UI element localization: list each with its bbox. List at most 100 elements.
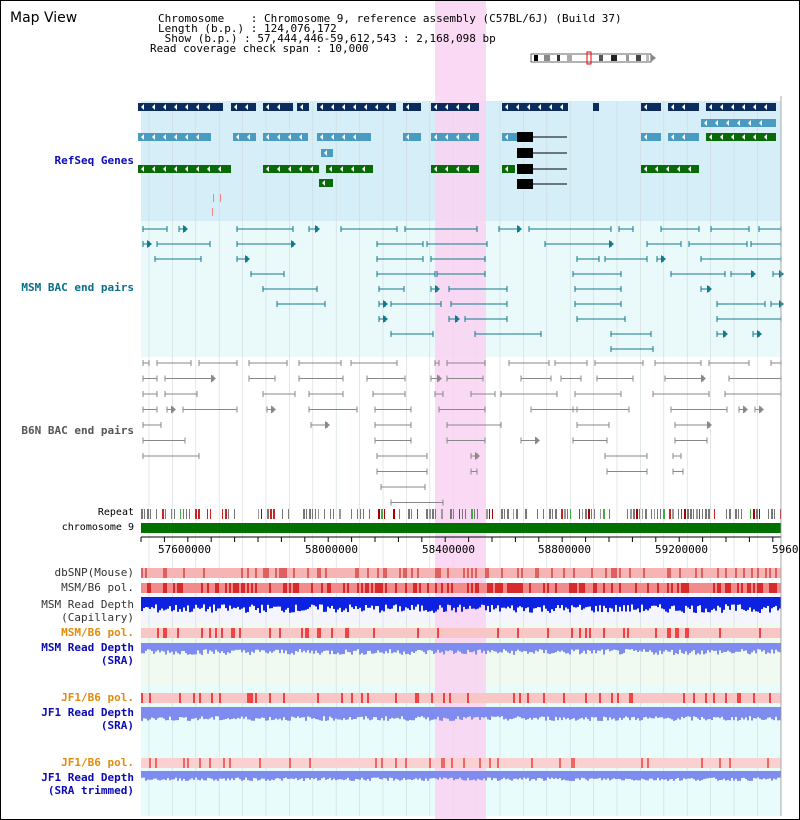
depth-bar-capillary [703, 597, 705, 613]
depth-bar-jf1-trim [631, 771, 633, 780]
gene-strand-arrow [277, 166, 280, 172]
depth-bar-jf1-trim [535, 771, 537, 781]
repeat-block [150, 509, 151, 519]
pol-hotspot [149, 583, 151, 593]
pol-hotspot [725, 693, 727, 703]
b6n-bac-label[interactable]: B6N BAC end pairs [21, 424, 134, 437]
pol-hotspot [571, 628, 573, 638]
dbsnp-label[interactable]: dbSNP(Mouse) [54, 566, 134, 579]
depth-bar-jf1-trim [487, 771, 489, 778]
depth-bar-capillary [683, 597, 685, 613]
gene-strand-arrow [288, 166, 291, 172]
pol-hotspot [619, 583, 621, 593]
pol-hotspot [165, 568, 167, 578]
depth-bar-jf1-trim [161, 771, 163, 780]
depth-bar-msm-sra [567, 643, 569, 654]
depth-bar-capillary [533, 597, 535, 609]
depth-bar-capillary [387, 597, 389, 609]
gene-strand-arrow [666, 166, 669, 172]
pol-hotspot [247, 568, 249, 578]
bac-end-arrow [437, 374, 442, 383]
gene-strand-arrow [748, 120, 751, 126]
bac-end-arrow [779, 270, 784, 278]
depth-bar-jf1-sra [223, 707, 225, 720]
pol-hotspot [365, 583, 367, 593]
depth-bar-jf1-sra [719, 707, 721, 719]
gene-strand-arrow [456, 134, 459, 140]
depth-bar-msm-sra [283, 643, 285, 654]
depth-bar-jf1-sra [593, 707, 595, 718]
depth-bar-jf1-sra [325, 707, 327, 721]
depth-bar-jf1-sra [571, 707, 573, 719]
depth-bar-msm-sra [435, 643, 437, 653]
depth-bar-jf1-trim [753, 771, 755, 778]
msm-depth-sra-label[interactable]: MSM Read Depth [41, 641, 134, 654]
depth-bar-jf1-trim [579, 771, 581, 780]
depth-bar-msm-sra [629, 643, 631, 650]
depth-bar-msm-sra [345, 643, 347, 650]
gene-strand-arrow [655, 166, 658, 172]
depth-bar-msm-sra [305, 643, 307, 653]
msm-pol-label-2[interactable]: MSM/B6 pol. [61, 626, 134, 639]
chromosome-bar [141, 523, 781, 533]
depth-bar-msm-sra [565, 643, 567, 654]
depth-bar-jf1-sra [193, 707, 195, 719]
msm-depth-capillary-label[interactable]: MSM Read Depth [41, 598, 134, 611]
depth-bar-jf1-trim [401, 771, 403, 780]
depth-bar-capillary [587, 597, 589, 607]
gene-strand-arrow [715, 120, 718, 126]
depth-bar-msm-sra [591, 643, 593, 654]
depth-bar-capillary [493, 597, 495, 610]
depth-bar-msm-sra [341, 643, 343, 655]
depth-bar-jf1-trim [657, 771, 659, 778]
depth-bar-jf1-trim [373, 771, 375, 778]
depth-bar-jf1-trim [699, 771, 701, 781]
depth-bar-msm-sra [599, 643, 601, 651]
pol-hotspot [775, 583, 777, 593]
depth-bar-msm-sra [681, 643, 683, 653]
pol-hotspot [417, 693, 419, 703]
pol-band [141, 758, 781, 768]
jf1-pol-label-2[interactable]: JF1/B6 pol. [61, 756, 134, 769]
msm-pol-label-1[interactable]: MSM/B6 pol. [61, 581, 134, 594]
refseq-genes-label[interactable]: RefSeq Genes [54, 154, 134, 167]
depth-bar-capillary [501, 597, 503, 608]
pol-hotspot [443, 693, 445, 703]
repeat-block [603, 509, 605, 519]
depth-bar-jf1-sra [317, 707, 319, 720]
msm-bac-label[interactable]: MSM BAC end pairs [21, 281, 134, 294]
depth-bar-jf1-sra [685, 707, 687, 717]
depth-bar-msm-sra [547, 643, 549, 654]
depth-bar-jf1-sra [409, 707, 411, 720]
depth-bar-msm-sra [433, 643, 435, 654]
gene-strand-arrow [342, 134, 345, 140]
depth-bar-jf1-trim [717, 771, 719, 781]
pol-hotspot [329, 583, 331, 593]
gene-exon [263, 133, 308, 141]
depth-bar-capillary [283, 597, 285, 613]
depth-bar-jf1-trim [359, 771, 361, 780]
depth-bar-jf1-trim [441, 771, 443, 780]
gene-strand-arrow [505, 166, 508, 172]
depth-bar-jf1-trim [473, 771, 475, 780]
depth-bar-jf1-sra [733, 707, 735, 721]
jf1-depth-trim-label[interactable]: JF1 Read Depth [41, 771, 134, 784]
depth-bar-capillary [571, 597, 573, 606]
depth-bar-capillary [353, 597, 355, 609]
gene-exon [138, 165, 231, 173]
gene-strand-arrow [163, 166, 166, 172]
depth-bar-jf1-sra [753, 707, 755, 719]
depth-bar-jf1-sra [737, 707, 739, 721]
depth-bar-msm-sra [587, 643, 589, 650]
depth-bar-jf1-trim [419, 771, 421, 779]
depth-bar-jf1-sra [517, 707, 519, 717]
depth-bar-msm-sra [753, 643, 755, 651]
jf1-depth-sra-label[interactable]: JF1 Read Depth [41, 706, 134, 719]
jf1-pol-label-1[interactable]: JF1/B6 pol. [61, 691, 134, 704]
depth-bar-jf1-trim [653, 771, 655, 781]
depth-bar-jf1-sra [263, 707, 265, 718]
depth-bar-msm-sra [741, 643, 743, 650]
pol-hotspot [519, 583, 521, 593]
depth-bar-msm-sra [157, 643, 159, 651]
